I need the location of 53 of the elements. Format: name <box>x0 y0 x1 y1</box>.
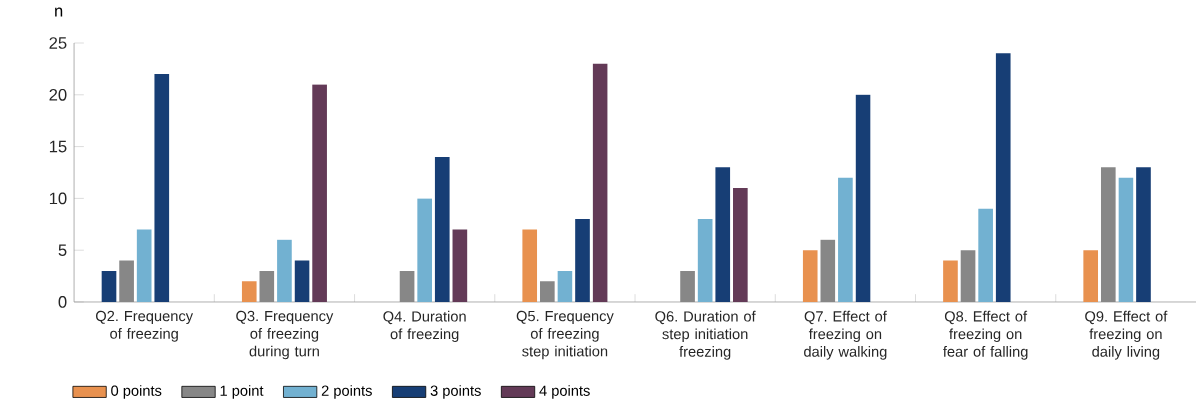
bar <box>452 229 468 303</box>
x-tick-label: Q8. Effect of freezing on fear of falling <box>943 311 1028 360</box>
legend-label: 3 points <box>430 385 481 399</box>
legend-label: 1 point <box>220 385 264 399</box>
bar <box>417 198 432 303</box>
bar <box>802 250 818 303</box>
bar <box>241 281 257 303</box>
y-tick-label: 5 <box>58 244 67 257</box>
bar <box>575 219 590 303</box>
bar <box>434 157 450 303</box>
x-tick-label: Q7. Effect of freezing on daily walking <box>804 311 887 360</box>
bar <box>715 167 731 303</box>
bar <box>1136 167 1151 303</box>
y-tick-label: 10 <box>49 192 67 205</box>
bar <box>855 94 871 303</box>
bar <box>277 240 292 303</box>
bar <box>1083 250 1099 303</box>
bar <box>522 229 538 303</box>
bar <box>1118 177 1134 303</box>
y-tick-label: 15 <box>49 140 67 153</box>
bar <box>733 188 748 303</box>
legend-label: 0 points <box>111 385 162 399</box>
bar <box>697 219 713 303</box>
legend-label: 4 points <box>539 385 590 399</box>
bar <box>259 271 275 303</box>
bar <box>294 260 310 303</box>
bar <box>136 229 152 303</box>
bar <box>680 271 695 303</box>
x-tick-label: Q5. Frequency of freezing step initiation <box>516 311 614 360</box>
x-tick-label: Q4. Duration of freezing <box>383 311 466 343</box>
bar <box>399 271 415 303</box>
legend-label: 2 points <box>321 385 372 399</box>
bar <box>978 208 993 303</box>
y-tick-label: 0 <box>58 296 67 309</box>
x-tick-label: Q3. Frequency of freezing during turn <box>236 311 334 360</box>
bar <box>943 260 958 303</box>
bar <box>820 240 836 303</box>
bar <box>838 177 853 303</box>
y-axis-title: n <box>55 7 63 17</box>
bar <box>119 260 134 303</box>
y-tick-label: 20 <box>49 89 67 101</box>
x-tick-label: Q2. Frequency of freezing <box>96 311 194 342</box>
bar <box>592 63 608 303</box>
bar <box>312 84 327 303</box>
x-tick-label: Q9. Effect of freezing on daily living <box>1085 311 1168 360</box>
x-tick-label: Q6. Duration of step initiation freezing <box>655 311 756 360</box>
y-tick-label: 25 <box>49 37 67 50</box>
bar <box>1100 167 1116 303</box>
bar <box>960 250 976 303</box>
bar <box>557 271 573 303</box>
bar <box>154 74 170 303</box>
bar <box>539 281 555 303</box>
bar <box>995 53 1011 303</box>
